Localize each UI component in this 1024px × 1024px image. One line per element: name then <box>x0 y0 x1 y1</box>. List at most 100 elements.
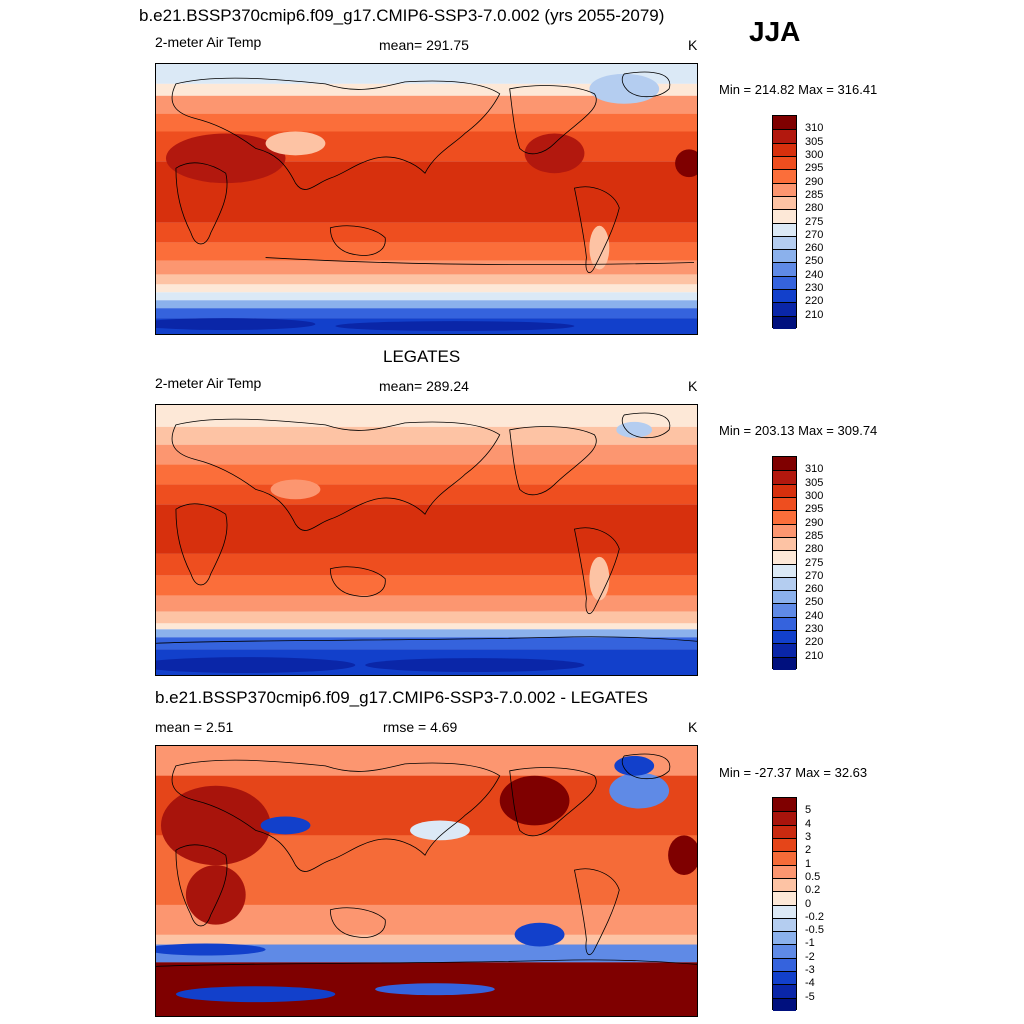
panel3-colorbar-bin <box>773 917 796 932</box>
panel2-colorbar-bin <box>773 630 796 644</box>
panel1-colorbar-bin <box>773 249 796 263</box>
panel1-colorbar-tick-label: 250 <box>805 255 824 268</box>
panel3-rmse-label: rmse = 4.69 <box>383 719 458 735</box>
panel1-colorbar-tick-label: 230 <box>805 282 824 295</box>
panel3-colorbar-tick-label: -3 <box>805 964 815 977</box>
panel1-colorbar-bin <box>773 182 796 196</box>
panel1-colorbar-tick-label: 285 <box>805 188 824 201</box>
panel2-colorbar-bin <box>773 576 796 591</box>
panel3-colorbar-bin <box>773 864 796 878</box>
panel1-units-label: K <box>688 37 698 53</box>
panel3-colorbar-bin <box>773 798 796 812</box>
panel1-colorbar-bin <box>773 315 796 329</box>
panel1-colorbar-tick-label: 280 <box>805 202 824 215</box>
panel3-colorbar-tick-label: 0 <box>805 897 812 910</box>
panel1-colorbar-tick-label: 295 <box>805 162 824 175</box>
panel2-colorbar-bin <box>773 656 796 670</box>
panel2-colorbar-tick-label: 305 <box>805 476 824 489</box>
panel2-colorbar-bin <box>773 523 796 537</box>
panel2-colorbar-tick-label: 300 <box>805 489 824 502</box>
panel3-title: b.e21.BSSP370cmip6.f09_g17.CMIP6-SSP3-7.… <box>155 688 648 707</box>
panel3-difference-map <box>155 745 698 1017</box>
panel3-minmax-label: Min = -27.37 Max = 32.63 <box>719 765 868 780</box>
panel2-title: LEGATES <box>383 347 461 366</box>
panel2-colorbar-bin <box>773 603 796 617</box>
panel2-colorbar-bin <box>773 496 796 511</box>
panel3-colorbar-tick-label: -5 <box>805 990 815 1003</box>
panel2-variable-label: 2-meter Air Temp <box>155 375 262 391</box>
panel3-colorbar-bin <box>773 904 796 918</box>
panel3-colorbar-bin <box>773 837 796 852</box>
panel3-colorbar-tick-label: 4 <box>805 817 812 830</box>
panel3-units-label: K <box>688 719 698 735</box>
panel2-colorbar-bin <box>773 483 796 497</box>
panel2-colorbar-tick-label: 275 <box>805 556 824 569</box>
panel3-colorbar-bin <box>773 997 796 1011</box>
panel2-colorbar-tick-label: 280 <box>805 543 824 556</box>
panel2-colorbar-bin <box>773 510 796 524</box>
panel1-colorbar-tick-label: 310 <box>805 122 824 135</box>
panel2-colorbar-bin <box>773 470 796 484</box>
panel1-minmax-label: Min = 214.82 Max = 316.41 <box>719 82 878 97</box>
panel1-mean-label: mean= 291.75 <box>379 37 469 53</box>
panel2-colorbar-bin <box>773 536 796 551</box>
panel3-colorbar-tick-label: -1 <box>805 937 815 950</box>
panel2-colorbar-tick-label: 260 <box>805 583 824 596</box>
panel1-colorbar-bin <box>773 302 796 316</box>
panel2-colorbar-tick-label: 310 <box>805 463 824 476</box>
panel3-colorbar-tick-label: -2 <box>805 950 815 963</box>
panel1-colorbar-bin <box>773 169 796 183</box>
panel3-colorbar-bin <box>773 824 796 838</box>
panel1-colorbar-bin <box>773 222 796 236</box>
panel3-colorbar-bin <box>773 984 796 998</box>
panel3-colorbar-tick-label: 1 <box>805 857 812 870</box>
panel2-colorbar-tick-label: 290 <box>805 516 824 529</box>
panel2-colorbar-bin <box>773 616 796 631</box>
panel3-colorbar-bin <box>773 944 796 958</box>
panel3-colorbar-tick-label: 2 <box>805 844 812 857</box>
panel2-temperature-map <box>155 404 698 676</box>
panel3-colorbar-bin <box>773 957 796 972</box>
panel1-colorbar-tick-label: 290 <box>805 175 824 188</box>
panel2-colorbar-tick-label: 285 <box>805 529 824 542</box>
panel1-colorbar-tick-label: 240 <box>805 268 824 281</box>
panel1-colorbar-tick-label: 300 <box>805 148 824 161</box>
panel3-colorbar-bin <box>773 931 796 945</box>
panel2-colorbar-bin <box>773 643 796 657</box>
figure-title: b.e21.BSSP370cmip6.f09_g17.CMIP6-SSP3-7.… <box>139 6 665 25</box>
panel1-colorbar-bin <box>773 275 796 290</box>
panel2-colorbar-tick-label: 270 <box>805 569 824 582</box>
panel1-colorbar-bin <box>773 155 796 170</box>
panel3-colorbar-tick-label: -4 <box>805 977 815 990</box>
panel1-temperature-map <box>155 63 698 335</box>
panel3-colorbar <box>772 797 797 1011</box>
panel2-colorbar-tick-label: 250 <box>805 596 824 609</box>
panel3-mean-label: mean = 2.51 <box>155 719 234 735</box>
panel2-colorbar-bin <box>773 457 796 471</box>
panel1-colorbar-bin <box>773 235 796 250</box>
panel3-colorbar-tick-label: 0.2 <box>805 884 821 897</box>
panel1-colorbar-tick-label: 260 <box>805 242 824 255</box>
panel1-colorbar-bin <box>773 116 796 130</box>
panel3-colorbar-tick-label: -0.2 <box>805 910 824 923</box>
panel3-colorbar-bin <box>773 891 796 905</box>
panel1-colorbar-bin <box>773 129 796 143</box>
panel3-colorbar-bin <box>773 811 796 825</box>
panel3-colorbar-bin <box>773 851 796 865</box>
panel1-colorbar <box>772 115 797 329</box>
panel1-colorbar-tick-label: 275 <box>805 215 824 228</box>
panel3-colorbar-tick-label: 5 <box>805 804 812 817</box>
panel1-colorbar-bin <box>773 142 796 156</box>
panel3-colorbar-bin <box>773 877 796 892</box>
panel2-colorbar <box>772 456 797 670</box>
season-label: JJA <box>749 16 801 47</box>
panel1-colorbar-tick-label: 220 <box>805 295 824 308</box>
panel2-colorbar-tick-label: 220 <box>805 636 824 649</box>
panel2-minmax-label: Min = 203.13 Max = 309.74 <box>719 423 878 438</box>
panel1-colorbar-bin <box>773 289 796 303</box>
panel2-colorbar-tick-label: 295 <box>805 503 824 516</box>
panel1-colorbar-bin <box>773 195 796 210</box>
panel2-units-label: K <box>688 378 698 394</box>
panel3-colorbar-bin <box>773 971 796 985</box>
panel3-colorbar-tick-label: 3 <box>805 830 812 843</box>
